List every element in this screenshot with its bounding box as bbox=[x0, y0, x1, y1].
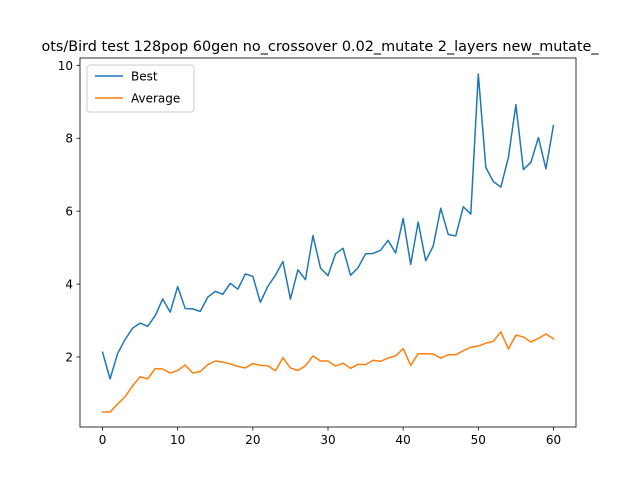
series-line-best bbox=[101, 73, 555, 380]
x-tick-label: 10 bbox=[170, 433, 185, 447]
legend-label-average: Average bbox=[131, 92, 180, 106]
series-line-average bbox=[101, 331, 555, 413]
x-tick-label: 60 bbox=[546, 433, 561, 447]
y-tick-label: 4 bbox=[65, 278, 73, 292]
y-tick-label: 8 bbox=[65, 132, 73, 146]
x-tick-label: 20 bbox=[245, 433, 260, 447]
x-tick-label: 40 bbox=[396, 433, 411, 447]
chart-title: ots/Bird test 128pop 60gen no_crossover … bbox=[41, 39, 599, 55]
legend: Best Average bbox=[86, 64, 195, 113]
y-tick-label: 6 bbox=[65, 205, 73, 219]
y-tick-label: 10 bbox=[58, 59, 73, 73]
x-tick-label: 0 bbox=[99, 433, 107, 447]
x-tick-label: 30 bbox=[320, 433, 335, 447]
plot-area: 0 10 20 30 40 50 60 2 4 6 8 10 bbox=[58, 57, 577, 447]
x-tick-label: 50 bbox=[471, 433, 486, 447]
y-tick-label: 2 bbox=[65, 350, 73, 364]
legend-label-best: Best bbox=[131, 70, 158, 84]
